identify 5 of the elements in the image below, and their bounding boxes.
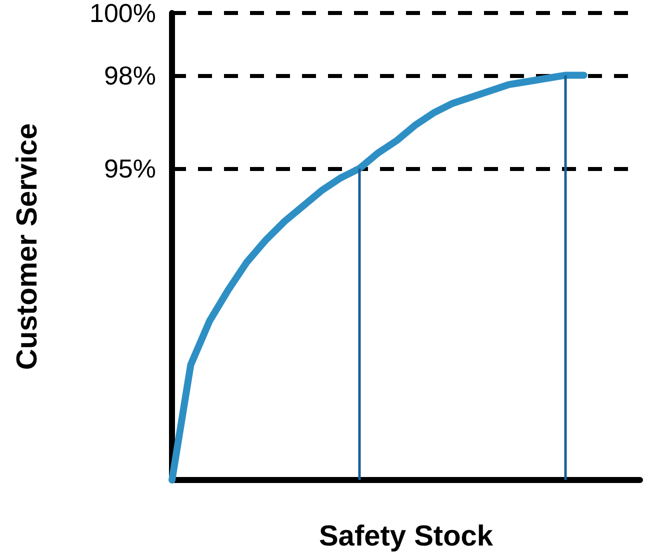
x-axis-title: Safety Stock (318, 520, 494, 552)
y-tick-label: 95% (104, 154, 156, 184)
y-tick-label: 98% (104, 60, 156, 90)
y-tick-label: 100% (90, 0, 156, 28)
y-axis-title: Customer Service (12, 123, 44, 370)
